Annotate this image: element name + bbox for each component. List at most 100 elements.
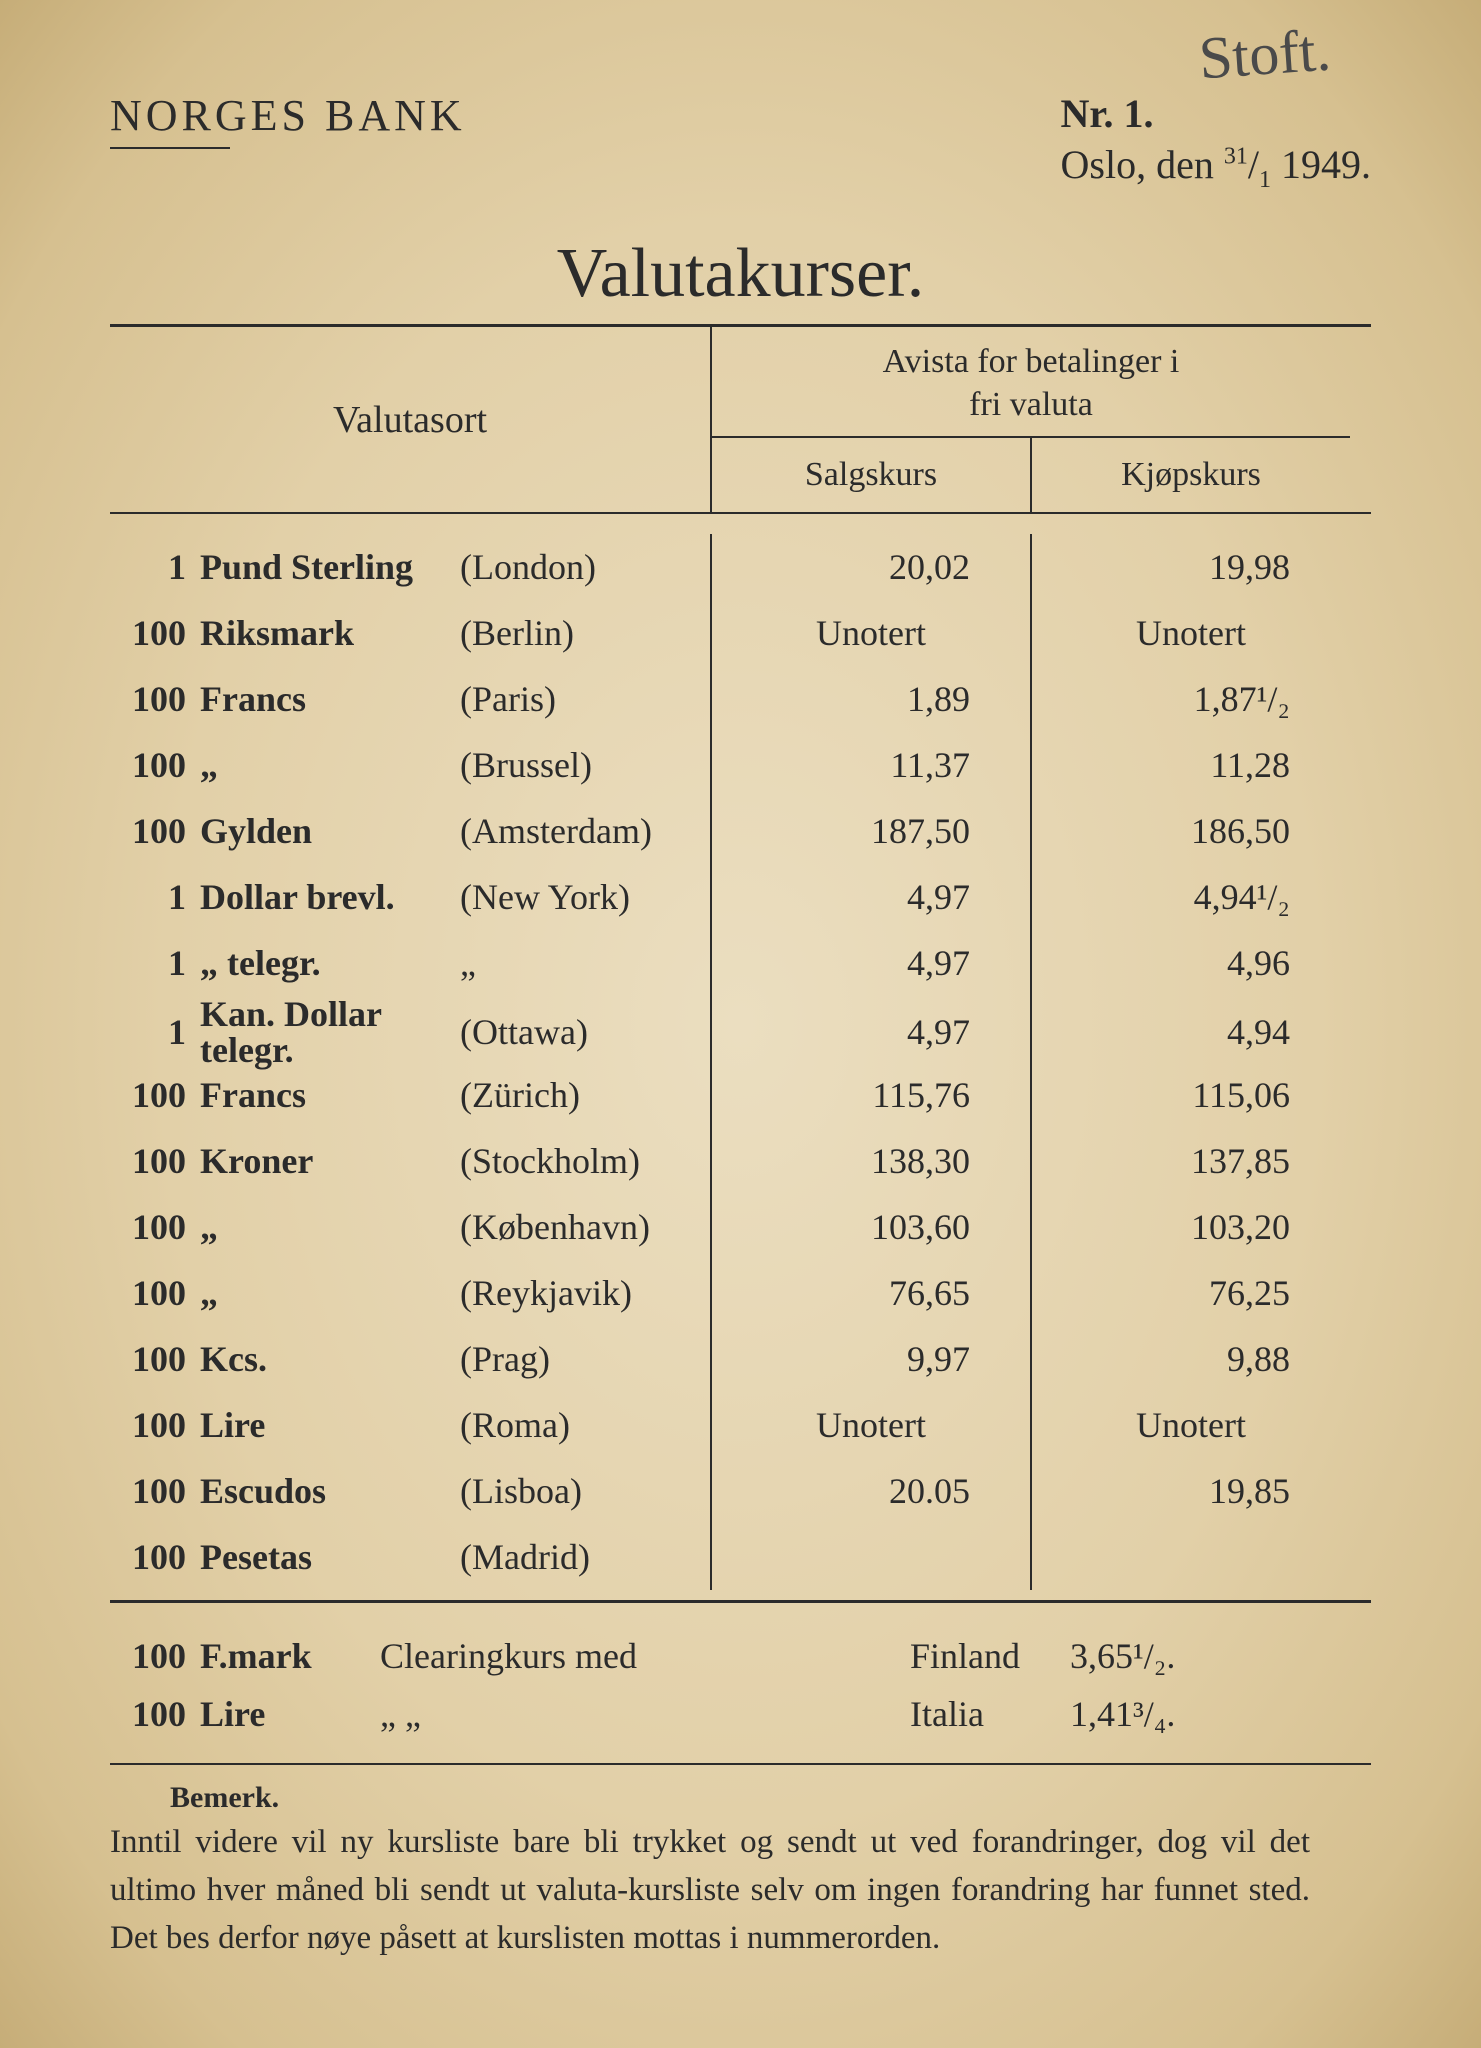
city-cell: (Ottawa) xyxy=(460,1014,710,1050)
issue-block: Nr. 1. Oslo, den 31/1 1949. xyxy=(1061,90,1371,194)
currency-name-cell: F.mark xyxy=(200,1635,380,1677)
table-row: 100Gylden(Amsterdam)187,50186,50 xyxy=(110,798,1371,864)
table-row: 100Kroner(Stockholm)138,30137,85 xyxy=(110,1128,1371,1194)
nr-value: 1. xyxy=(1124,91,1154,136)
buy-rate-cell: 76,25 xyxy=(1030,1260,1350,1326)
sell-rate-cell: 11,37 xyxy=(710,732,1030,798)
sell-rate-cell: 4,97 xyxy=(710,930,1030,996)
city-cell: (Brussel) xyxy=(460,747,710,783)
table-row: 100Lire(Roma)UnotertUnotert xyxy=(110,1392,1371,1458)
date-day: 31 xyxy=(1224,144,1248,170)
currency-name-cell: Francs xyxy=(200,1077,460,1113)
sell-rate-cell: 187,50 xyxy=(710,798,1030,864)
bank-block: NORGES BANK xyxy=(110,90,466,149)
city-cell: (Stockholm) xyxy=(460,1143,710,1179)
city-cell: (Zürich) xyxy=(460,1077,710,1113)
currency-name-cell: Lire xyxy=(200,1693,380,1735)
buy-rate-cell: 19,98 xyxy=(1030,534,1350,600)
buy-rate-cell: 11,28 xyxy=(1030,732,1350,798)
currency-name-cell: Riksmark xyxy=(200,615,460,651)
city-cell: (New York) xyxy=(460,879,710,915)
table-bottom-rule xyxy=(110,1600,1371,1603)
qty-cell: 100 xyxy=(110,1341,200,1377)
city-cell: (Madrid) xyxy=(460,1539,710,1575)
clearing-rate-cell: 3,65¹/₂. xyxy=(1070,1635,1270,1677)
sell-rate-cell: 20,02 xyxy=(710,534,1030,600)
clearing-rate-cell: 1,41³/₄. xyxy=(1070,1693,1270,1735)
currency-name-cell: Dollar brevl. xyxy=(200,879,460,915)
table-row: 1Kan. Dollar telegr.(Ottawa)4,974,94 xyxy=(110,996,1371,1062)
buy-rate-cell: Unotert xyxy=(1030,1392,1350,1458)
currency-name-cell: „ xyxy=(200,1209,460,1245)
table-row: 100Escudos(Lisboa)20.0519,85 xyxy=(110,1458,1371,1524)
clearing-text-cell: Clearingkurs med xyxy=(380,1635,910,1677)
currency-name-cell: Kan. Dollar telegr. xyxy=(200,996,460,1068)
currency-name-cell: Kcs. xyxy=(200,1341,460,1377)
currency-name-cell: Kroner xyxy=(200,1143,460,1179)
sell-rate-cell: 138,30 xyxy=(710,1128,1030,1194)
buy-rate-cell: 4,94¹/₂ xyxy=(1030,864,1350,930)
buy-rate-cell xyxy=(1030,1524,1350,1590)
currency-name-cell: „ telegr. xyxy=(200,945,460,981)
country-cell: Italia xyxy=(910,1693,1070,1735)
qty-cell: 100 xyxy=(110,1209,200,1245)
col-avista: Avista for betalinger ifri valuta xyxy=(710,327,1350,438)
table-row: 100„(Reykjavik)76,6576,25 xyxy=(110,1260,1371,1326)
city-cell: (London) xyxy=(460,549,710,585)
qty-cell: 100 xyxy=(110,615,200,651)
col-kjopskurs: Kjøpskurs xyxy=(1030,438,1350,512)
sell-rate-cell: Unotert xyxy=(710,600,1030,666)
qty-cell: 100 xyxy=(110,1407,200,1443)
qty-cell: 100 xyxy=(110,1275,200,1311)
buy-rate-cell: 103,20 xyxy=(1030,1194,1350,1260)
city-cell: (Berlin) xyxy=(460,615,710,651)
currency-name-cell: „ xyxy=(200,1275,460,1311)
qty-cell: 1 xyxy=(110,1014,200,1050)
bemerk-rule xyxy=(110,1763,1371,1765)
nr-label: Nr. xyxy=(1061,91,1114,136)
buy-rate-cell: 19,85 xyxy=(1030,1458,1350,1524)
bemerk-heading: Bemerk. xyxy=(170,1781,1371,1815)
col-valutasort: Valutasort xyxy=(110,368,710,472)
sell-rate-cell: 4,97 xyxy=(710,996,1030,1068)
header-bottom-rule xyxy=(110,512,1371,514)
qty-cell: 100 xyxy=(110,1473,200,1509)
table-row: 1„ telegr.„4,974,96 xyxy=(110,930,1371,996)
buy-rate-cell: 4,94 xyxy=(1030,996,1350,1068)
buy-rate-cell: 137,85 xyxy=(1030,1128,1350,1194)
table-row: 100Kcs.(Prag)9,979,88 xyxy=(110,1326,1371,1392)
currency-name-cell: „ xyxy=(200,747,460,783)
city-cell: (Lisboa) xyxy=(460,1473,710,1509)
table-row: 100Pesetas(Madrid) xyxy=(110,1524,1371,1590)
table-row: 1Dollar brevl.(New York)4,974,94¹/₂ xyxy=(110,864,1371,930)
qty-cell: 100 xyxy=(110,1635,200,1677)
bank-underline xyxy=(110,147,230,149)
buy-rate-cell: 115,06 xyxy=(1030,1062,1350,1128)
buy-rate-cell: 186,50 xyxy=(1030,798,1350,864)
city-cell: (Amsterdam) xyxy=(460,813,710,849)
date-year: 1949. xyxy=(1281,142,1371,187)
clearing-section: 100F.markClearingkurs medFinland3,65¹/₂.… xyxy=(110,1627,1371,1743)
document-title: Valutakurser. xyxy=(110,234,1371,314)
qty-cell: 100 xyxy=(110,1143,200,1179)
issue-date: Oslo, den 31/1 1949. xyxy=(1061,141,1371,194)
qty-cell: 100 xyxy=(110,747,200,783)
buy-rate-cell: Unotert xyxy=(1030,600,1350,666)
qty-cell: 100 xyxy=(110,1693,200,1735)
city-cell: (Roma) xyxy=(460,1407,710,1443)
qty-cell: 100 xyxy=(110,1077,200,1113)
sell-rate-cell xyxy=(710,1524,1030,1590)
city-cell: (Reykjavik) xyxy=(460,1275,710,1311)
clearing-row: 100F.markClearingkurs medFinland3,65¹/₂. xyxy=(110,1627,1371,1685)
sell-rate-cell: Unotert xyxy=(710,1392,1030,1458)
table-row: 100Francs(Paris)1,891,87¹/₂ xyxy=(110,666,1371,732)
sell-rate-cell: 103,60 xyxy=(710,1194,1030,1260)
clearing-text-cell: „ „ xyxy=(380,1693,910,1735)
qty-cell: 1 xyxy=(110,945,200,981)
table-row: 100„(Brussel)11,3711,28 xyxy=(110,732,1371,798)
qty-cell: 100 xyxy=(110,1539,200,1575)
date-prefix: Oslo, den xyxy=(1061,142,1214,187)
qty-cell: 1 xyxy=(110,549,200,585)
city-cell: (Prag) xyxy=(460,1341,710,1377)
table-row: 100Francs(Zürich)115,76115,06 xyxy=(110,1062,1371,1128)
